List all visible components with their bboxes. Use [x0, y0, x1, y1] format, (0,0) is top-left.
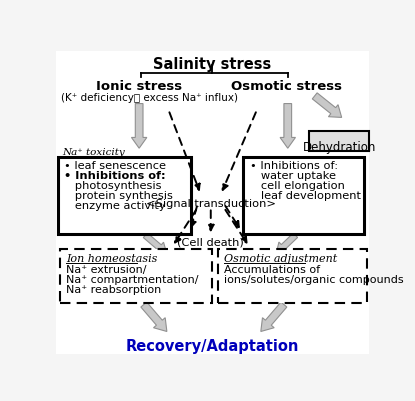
Text: cell elongation: cell elongation	[250, 181, 345, 191]
Text: Na⁺ reabsorption: Na⁺ reabsorption	[66, 285, 161, 295]
Text: Na⁺ compartmentation/: Na⁺ compartmentation/	[66, 275, 198, 285]
Text: Ionic stress: Ionic stress	[96, 81, 182, 93]
Polygon shape	[143, 233, 167, 254]
Polygon shape	[280, 103, 295, 148]
Text: • Inhibitions of:: • Inhibitions of:	[250, 161, 338, 171]
Polygon shape	[312, 93, 342, 117]
Text: Accumulations of: Accumulations of	[224, 265, 320, 275]
Polygon shape	[276, 233, 298, 254]
FancyBboxPatch shape	[56, 51, 369, 354]
FancyBboxPatch shape	[243, 158, 364, 234]
Polygon shape	[141, 302, 167, 332]
Text: Salinity stress: Salinity stress	[153, 57, 271, 72]
FancyBboxPatch shape	[218, 249, 367, 303]
Text: Osmotic stress: Osmotic stress	[231, 81, 342, 93]
Text: protein synthesis: protein synthesis	[63, 191, 173, 201]
Text: Dehydration: Dehydration	[303, 141, 376, 154]
Text: • leaf senescence: • leaf senescence	[63, 161, 166, 171]
Text: Recovery/Adaptation: Recovery/Adaptation	[126, 339, 299, 354]
Text: Na⁺ extrusion/: Na⁺ extrusion/	[66, 265, 146, 275]
Text: (Cell death): (Cell death)	[177, 237, 244, 247]
Polygon shape	[261, 302, 287, 332]
Text: Ion homeostasis: Ion homeostasis	[66, 255, 157, 265]
Text: <Signal transduction>: <Signal transduction>	[146, 199, 276, 209]
Text: photosynthesis: photosynthesis	[63, 181, 161, 191]
Text: (K⁺ deficiency／ excess Na⁺ influx): (K⁺ deficiency／ excess Na⁺ influx)	[61, 93, 238, 103]
Polygon shape	[132, 103, 147, 148]
Text: Na⁺ toxicity: Na⁺ toxicity	[62, 148, 125, 157]
Text: leaf development: leaf development	[250, 191, 361, 201]
Text: enzyme activity: enzyme activity	[63, 201, 165, 211]
FancyBboxPatch shape	[58, 158, 191, 234]
FancyBboxPatch shape	[60, 249, 212, 303]
Text: ions/solutes/organic compounds: ions/solutes/organic compounds	[224, 275, 403, 285]
FancyBboxPatch shape	[309, 131, 369, 151]
Text: water uptake: water uptake	[250, 171, 336, 181]
Text: Osmotic adjustment: Osmotic adjustment	[224, 255, 337, 265]
Text: • Inhibitions of:: • Inhibitions of:	[63, 171, 165, 181]
